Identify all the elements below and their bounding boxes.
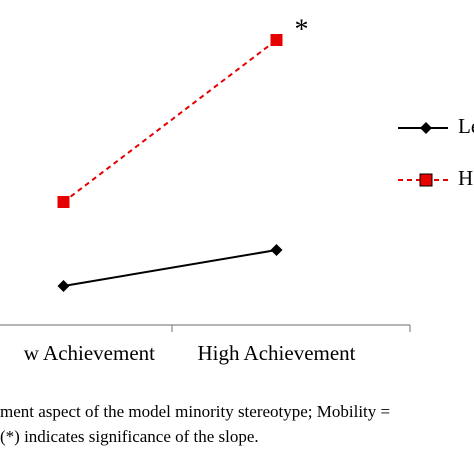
series-line xyxy=(62,39,278,203)
x-tick-label: High Achievement xyxy=(197,341,355,365)
caption: (*) indicates significance of the slope. xyxy=(0,427,259,446)
caption: ment aspect of the model minority stereo… xyxy=(0,402,390,421)
legend-marker xyxy=(419,173,433,187)
series-line xyxy=(63,249,277,287)
data-point xyxy=(57,280,70,292)
data-point xyxy=(270,244,283,256)
annotation: * xyxy=(295,14,309,45)
x-tick-label: w Achievement xyxy=(24,341,155,365)
data-point xyxy=(270,34,283,46)
data-point xyxy=(57,196,70,208)
legend-marker xyxy=(420,122,432,134)
legend-label: Le xyxy=(458,114,474,138)
legend-label: H xyxy=(458,166,473,190)
